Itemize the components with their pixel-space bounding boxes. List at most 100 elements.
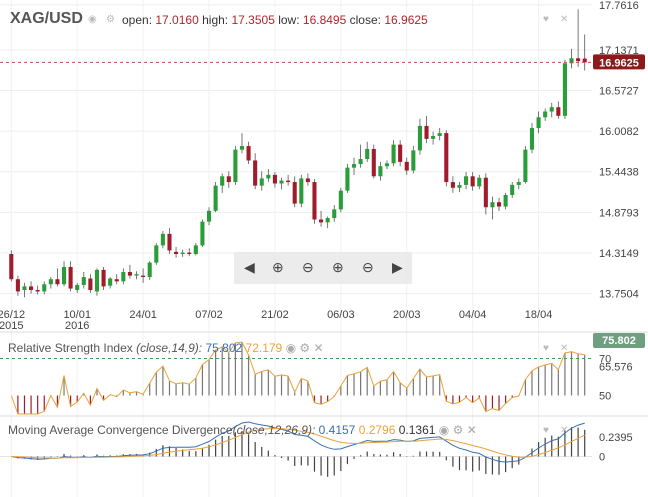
rsi-heart-icon[interactable]: ♥ (543, 343, 549, 354)
y-tick-label: 17.7616 (599, 0, 639, 12)
macd-y-tick-label: 0 (599, 452, 605, 464)
symbol-title: XAG/USD (10, 10, 83, 27)
open-value: 17.0160 (155, 13, 199, 27)
candle-body (312, 182, 317, 220)
candle-body (94, 269, 100, 292)
candlestick-series (9, 9, 587, 298)
low-label: low: (278, 13, 300, 27)
candle-body (35, 290, 40, 292)
grid (0, 0, 592, 497)
candle-body (345, 167, 350, 191)
macd-params: (close,12,26,9): (232, 423, 316, 437)
x-tick-label: 24/01 (129, 309, 157, 321)
candle-body (319, 219, 324, 223)
zoom-in-icon[interactable]: ⊕ (272, 259, 284, 275)
arrow-right-icon[interactable]: ▶ (392, 259, 403, 275)
macd-hist-value: 0.1361 (398, 423, 436, 437)
macd-close-icon[interactable]: ✕ (466, 423, 477, 437)
high-value: 17.3505 (231, 13, 275, 27)
candle-body (562, 63, 567, 116)
y-tick-label: 14.8793 (599, 207, 639, 219)
macd-signal-value: 0.2796 (358, 423, 396, 437)
rsi-value: 75.802 (205, 341, 243, 355)
candle-body (569, 58, 574, 64)
zoom-out-plus-icon[interactable]: ⊖ (362, 259, 374, 275)
candle-body (88, 278, 93, 291)
candle-body (134, 274, 139, 276)
y-tick-label: 16.5727 (599, 85, 639, 97)
macd-heart-icon[interactable]: ♥ (543, 425, 549, 436)
candle-body (9, 254, 14, 280)
eye-icon[interactable]: ◉ (88, 14, 97, 25)
x-tick-label: 04/04 (459, 309, 487, 321)
candle-body (371, 148, 376, 177)
candle-body (147, 262, 152, 278)
candle-body (220, 176, 225, 186)
last-price-badge (593, 54, 645, 70)
heart-icon[interactable]: ♥ (543, 14, 549, 25)
close-icon[interactable]: ✕ (560, 14, 569, 25)
candle-body (358, 159, 363, 165)
candle-body (351, 164, 357, 168)
candle-body (259, 178, 264, 186)
candle-body (279, 180, 284, 184)
candle-body (510, 184, 515, 196)
candle-body (48, 279, 53, 285)
candle-body (444, 133, 449, 183)
price-axis: 17.7616 17.1371 16.5727 16.0082 15.4438 14.87… (599, 0, 639, 301)
macd-y-tick-label: 0.2395 (599, 432, 633, 444)
rsi-title: Relative Strength Index (8, 341, 133, 355)
rsi-value-badge (593, 333, 645, 348)
ohlc-readout: open: 17.0160 high: 17.3505 low: 16.8495… (122, 13, 428, 27)
candle-body (193, 245, 198, 255)
candle-body (160, 233, 165, 246)
rsi-header: Relative Strength Index (close,14,9): 75… (8, 341, 324, 355)
zoom-in-plus-icon[interactable]: ⊕ (332, 259, 344, 275)
x-tick-label: 21/02 (261, 309, 289, 321)
candle-body (253, 160, 258, 186)
x-tick-label: 06/03 (327, 309, 355, 321)
high-label: high: (202, 13, 229, 27)
zoom-out-icon[interactable]: ⊖ (302, 259, 314, 275)
x-tick-label: 18/04 (525, 309, 553, 321)
x-tick-sublabel: 2016 (65, 320, 89, 332)
macd-eye-icon[interactable]: ◉ (438, 423, 450, 437)
candle-body (108, 278, 113, 286)
arrow-left-icon[interactable]: ◀ (244, 259, 255, 275)
macd-pane-close-icon[interactable]: ✕ (560, 425, 569, 436)
candle-body (187, 252, 192, 255)
rsi-y-tick-label: 65.576 (599, 362, 633, 374)
candle-body (121, 272, 126, 282)
candle-body (503, 195, 508, 207)
candle-body (365, 148, 370, 160)
y-tick-label: 17.1371 (599, 45, 639, 57)
candle-body (29, 286, 34, 291)
candle-body (543, 111, 548, 118)
x-tick-sublabel: 2015 (0, 320, 24, 332)
candle-body (15, 279, 20, 292)
rsi-eye-icon[interactable]: ◉ (285, 341, 297, 355)
close-value: 16.9625 (384, 13, 428, 27)
candle-body (292, 182, 297, 204)
x-tick-label: 07/02 (195, 309, 223, 321)
candle-body (582, 58, 587, 63)
candle-body (200, 221, 205, 246)
candle-body (378, 166, 383, 177)
candle-body (411, 150, 416, 171)
macd-gear-icon[interactable]: ⚙ (452, 423, 464, 437)
macd-title: Moving Average Convergence Divergence (8, 423, 233, 437)
candle-body (154, 245, 159, 263)
candle-body (457, 184, 462, 188)
candle-body (483, 177, 488, 208)
rsi-pane-close-icon[interactable]: ✕ (560, 343, 569, 354)
gear-icon[interactable]: ⚙ (106, 14, 115, 25)
candle-body (167, 233, 172, 251)
candle-body (549, 107, 554, 112)
candle-body (477, 177, 482, 187)
rsi-close-icon[interactable]: ✕ (313, 341, 324, 355)
candle-body (272, 174, 277, 184)
rsi-gear-icon[interactable]: ⚙ (299, 341, 311, 355)
y-tick-label: 15.4438 (599, 167, 639, 179)
